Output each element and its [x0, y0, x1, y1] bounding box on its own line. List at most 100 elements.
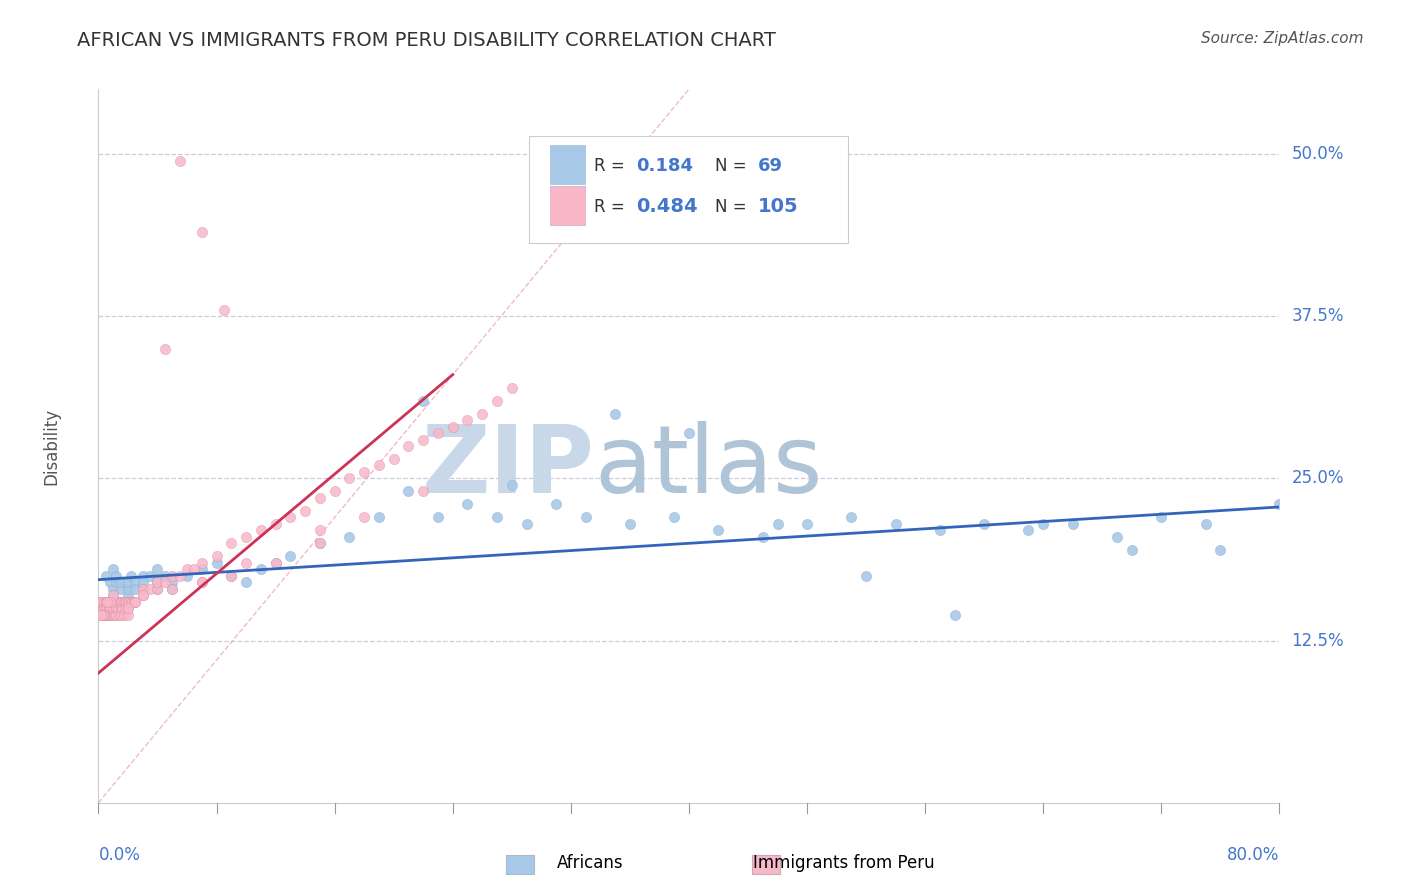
Point: [441, 419, 464, 434]
Point: [169, 568, 191, 582]
Text: N =: N =: [714, 198, 752, 216]
Point: [619, 516, 641, 531]
Point: [94, 601, 117, 615]
Point: [501, 381, 523, 395]
Point: [264, 556, 287, 570]
Point: [110, 582, 132, 596]
Point: [841, 510, 863, 524]
Point: [114, 595, 136, 609]
Point: [169, 153, 191, 168]
Point: [486, 393, 509, 408]
Point: [132, 568, 155, 582]
Text: 12.5%: 12.5%: [1291, 632, 1344, 649]
Point: [353, 465, 375, 479]
Point: [122, 595, 145, 609]
Point: [103, 595, 125, 609]
Point: [766, 516, 789, 531]
Text: Disability: Disability: [42, 408, 60, 484]
Point: [309, 524, 332, 538]
Point: [1150, 510, 1173, 524]
Point: [111, 601, 134, 615]
Point: [1062, 516, 1084, 531]
Point: [103, 588, 125, 602]
Point: [103, 588, 125, 602]
Point: [280, 510, 302, 524]
Point: [162, 575, 183, 590]
Point: [884, 516, 907, 531]
Point: [103, 582, 125, 596]
Text: 80.0%: 80.0%: [1227, 846, 1279, 863]
Point: [105, 601, 128, 615]
Point: [98, 595, 121, 609]
Text: Source: ZipAtlas.com: Source: ZipAtlas.com: [1201, 31, 1364, 46]
Point: [97, 607, 120, 622]
Text: 50.0%: 50.0%: [1291, 145, 1344, 163]
Point: [264, 516, 287, 531]
FancyBboxPatch shape: [530, 136, 848, 243]
Point: [191, 575, 214, 590]
Point: [103, 601, 125, 615]
Point: [1107, 530, 1129, 544]
Point: [139, 582, 162, 596]
Point: [427, 425, 450, 440]
Point: [146, 582, 169, 596]
Point: [117, 607, 139, 622]
Point: [110, 601, 132, 615]
Point: [309, 536, 332, 550]
Point: [93, 601, 115, 615]
Text: AFRICAN VS IMMIGRANTS FROM PERU DISABILITY CORRELATION CHART: AFRICAN VS IMMIGRANTS FROM PERU DISABILI…: [77, 31, 776, 50]
Point: [105, 568, 128, 582]
Point: [575, 510, 598, 524]
Bar: [506, 855, 534, 874]
Point: [191, 556, 214, 570]
Point: [117, 588, 139, 602]
Text: 0.0%: 0.0%: [98, 846, 141, 863]
Point: [96, 595, 118, 609]
Point: [121, 595, 143, 609]
Point: [796, 516, 818, 531]
Point: [90, 607, 112, 622]
Text: N =: N =: [714, 157, 752, 175]
Text: ZIP: ZIP: [422, 421, 595, 514]
Point: [91, 601, 114, 615]
Point: [605, 407, 627, 421]
Point: [96, 601, 118, 615]
Point: [382, 452, 405, 467]
Point: [146, 575, 169, 590]
Point: [153, 342, 176, 356]
Point: [205, 556, 228, 570]
Point: [139, 568, 162, 582]
Point: [108, 595, 131, 609]
Point: [707, 524, 730, 538]
Point: [678, 425, 700, 440]
Point: [103, 562, 125, 576]
Point: [120, 595, 142, 609]
Point: [457, 413, 479, 427]
Point: [103, 595, 125, 609]
Point: [855, 568, 877, 582]
Point: [96, 595, 118, 609]
Point: [132, 588, 155, 602]
Point: [339, 471, 361, 485]
Point: [264, 556, 287, 570]
Point: [124, 595, 146, 609]
Point: [212, 302, 235, 317]
Point: [457, 497, 479, 511]
Text: 25.0%: 25.0%: [1291, 469, 1344, 487]
Point: [309, 536, 332, 550]
Point: [146, 562, 169, 576]
Point: [89, 595, 111, 609]
Point: [98, 607, 121, 622]
Point: [97, 601, 120, 615]
Point: [368, 458, 391, 473]
Point: [115, 595, 138, 609]
Point: [107, 595, 129, 609]
Point: [250, 524, 273, 538]
Point: [221, 568, 243, 582]
Point: [176, 562, 198, 576]
Point: [94, 568, 117, 582]
Point: [191, 575, 214, 590]
Point: [309, 491, 332, 505]
Point: [117, 582, 139, 596]
Point: [97, 595, 120, 609]
